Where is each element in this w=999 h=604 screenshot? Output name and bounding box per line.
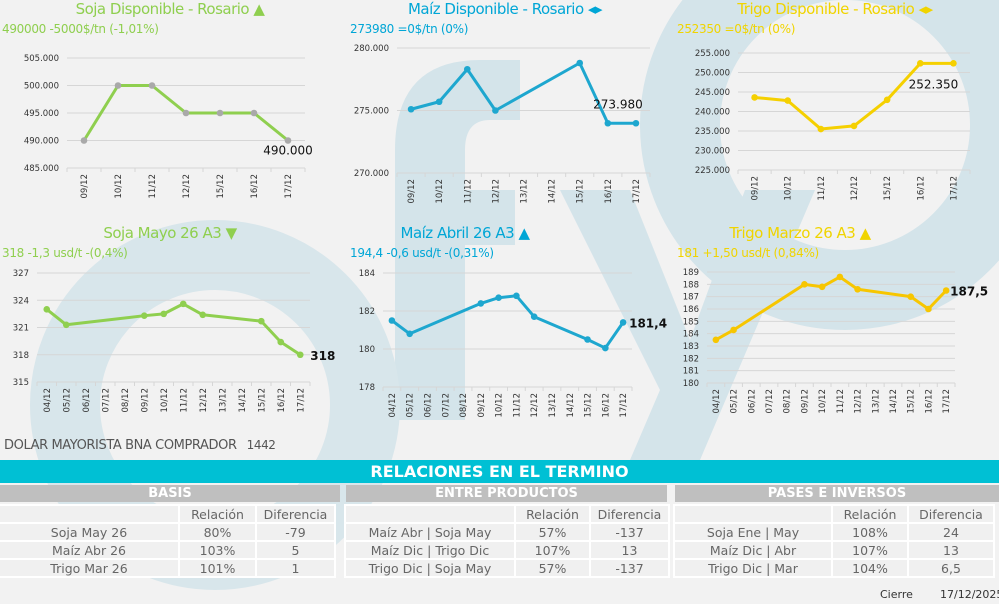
table-row: Soja May 26 80% -79 xyxy=(0,524,334,540)
table-cell: Maíz Abr | Soja May xyxy=(346,524,514,540)
table-cell: 5 xyxy=(257,542,334,558)
chart-title-text: Trigo Disponible - Rosario xyxy=(737,0,915,18)
column-header: Relación xyxy=(516,506,589,522)
column-header: Diferencia xyxy=(257,506,334,522)
table-cell: 107% xyxy=(833,542,907,558)
dolar-mayorista: DOLAR MAYORISTA BNA COMPRADOR 1442 xyxy=(4,438,276,453)
trend-icon: ◂▸ xyxy=(587,0,603,18)
chart-title-text: Maíz Abril 26 A3 xyxy=(400,224,515,242)
table-row: Soja Ene | May 108% 24 xyxy=(675,524,993,540)
table-cell: 57% xyxy=(516,560,589,576)
table-cell: Soja May 26 xyxy=(0,524,178,540)
cierre-label: Cierre xyxy=(880,588,913,601)
chart-subtitle: 318 -1,3 usd/t -(0,4%) xyxy=(2,246,128,260)
table-cell: -79 xyxy=(257,524,334,540)
table-header-row: Relación Diferencia xyxy=(0,506,334,522)
chart-subtitle: 181 +1,50 usd/t (0,84%) xyxy=(677,246,819,260)
chart-title: Maíz Disponible - Rosario ◂▸ xyxy=(375,0,635,18)
dolar-label: DOLAR MAYORISTA BNA COMPRADOR xyxy=(4,438,237,453)
cierre-date: 17/12/2025 xyxy=(940,588,999,601)
table-cell: Maíz Abr 26 xyxy=(0,542,178,558)
chart-title-text: Soja Mayo 26 A3 xyxy=(103,224,222,242)
table-cell: 24 xyxy=(909,524,993,540)
chart-title: Maíz Abril 26 A3 ▲ xyxy=(335,224,595,242)
chart-subtitle: 273980 =0$/tn (0%) xyxy=(350,22,469,36)
table-cell: 6,5 xyxy=(909,560,993,576)
section-header: BASIS xyxy=(0,485,340,502)
trend-icon: ▼ xyxy=(225,224,238,242)
table-header-row: Relación Diferencia xyxy=(675,506,993,522)
table-cell: Soja Ene | May xyxy=(675,524,831,540)
column-header xyxy=(346,506,514,522)
chart-title-text: Maíz Disponible - Rosario xyxy=(407,0,584,18)
chart-title: Trigo Marzo 26 A3 ▲ xyxy=(670,224,930,242)
table-cell: 1 xyxy=(257,560,334,576)
column-header: Relación xyxy=(180,506,255,522)
column-header: Relación xyxy=(833,506,907,522)
table-cell: 103% xyxy=(180,542,255,558)
column-header xyxy=(675,506,831,522)
column-header: Diferencia xyxy=(909,506,993,522)
relaciones-table: Relación Diferencia Maíz Abr | Soja May 57%… xyxy=(344,504,670,578)
chart-subtitle: 490000 -5000$/tn (-1,01%) xyxy=(2,22,159,36)
table-cell: -137 xyxy=(591,524,668,540)
trend-icon: ▲ xyxy=(518,224,530,242)
relaciones-title: RELACIONES EN EL TERMINO xyxy=(0,460,999,483)
relaciones-table: Relación Diferencia Soja May 26 80% -79 Maíz … xyxy=(0,504,336,578)
section-header: ENTRE PRODUCTOS xyxy=(346,485,667,502)
table-cell: 13 xyxy=(591,542,668,558)
table-cell: Maíz Dic | Abr xyxy=(675,542,831,558)
section-header: PASES E INVERSOS xyxy=(675,485,999,502)
column-header xyxy=(0,506,178,522)
chart-subtitle: 252350 =0$/tn (0%) xyxy=(677,22,796,36)
table-row: Maíz Dic | Abr 107% 13 xyxy=(675,542,993,558)
table-cell: 104% xyxy=(833,560,907,576)
column-header: Diferencia xyxy=(591,506,668,522)
table-cell: 107% xyxy=(516,542,589,558)
dolar-value: 1442 xyxy=(246,438,276,452)
table-row: Trigo Mar 26 101% 1 xyxy=(0,560,334,576)
table-cell: Trigo Dic | Mar xyxy=(675,560,831,576)
chart-title: Trigo Disponible - Rosario ◂▸ xyxy=(705,0,965,18)
relaciones-table: Relación Diferencia Soja Ene | May 108% 24 Ma… xyxy=(673,504,995,578)
table-cell: 108% xyxy=(833,524,907,540)
table-row: Trigo Dic | Soja May 57% -137 xyxy=(346,560,668,576)
chart-title-text: Soja Disponible - Rosario xyxy=(75,0,250,18)
table-row: Maíz Abr | Soja May 57% -137 xyxy=(346,524,668,540)
table-cell: Maíz Dic | Trigo Dic xyxy=(346,542,514,558)
table-cell: 101% xyxy=(180,560,255,576)
table-row: Trigo Dic | Mar 104% 6,5 xyxy=(675,560,993,576)
trend-icon: ▲ xyxy=(859,224,872,242)
table-row: Maíz Dic | Trigo Dic 107% 13 xyxy=(346,542,668,558)
trend-icon: ◂▸ xyxy=(918,0,934,18)
table-header-row: Relación Diferencia xyxy=(346,506,668,522)
chart-title-text: Trigo Marzo 26 A3 xyxy=(729,224,856,242)
trend-icon: ▲ xyxy=(253,0,265,18)
table-cell: -137 xyxy=(591,560,668,576)
table-row: Maíz Abr 26 103% 5 xyxy=(0,542,334,558)
chart-subtitle: 194,4 -0,6 usd/t -(0,31%) xyxy=(350,246,494,260)
chart-title: Soja Disponible - Rosario ▲ xyxy=(40,0,300,18)
chart-title: Soja Mayo 26 A3 ▼ xyxy=(40,224,300,242)
table-cell: Trigo Dic | Soja May xyxy=(346,560,514,576)
table-cell: 57% xyxy=(516,524,589,540)
table-cell: 13 xyxy=(909,542,993,558)
table-cell: Trigo Mar 26 xyxy=(0,560,178,576)
table-cell: 80% xyxy=(180,524,255,540)
